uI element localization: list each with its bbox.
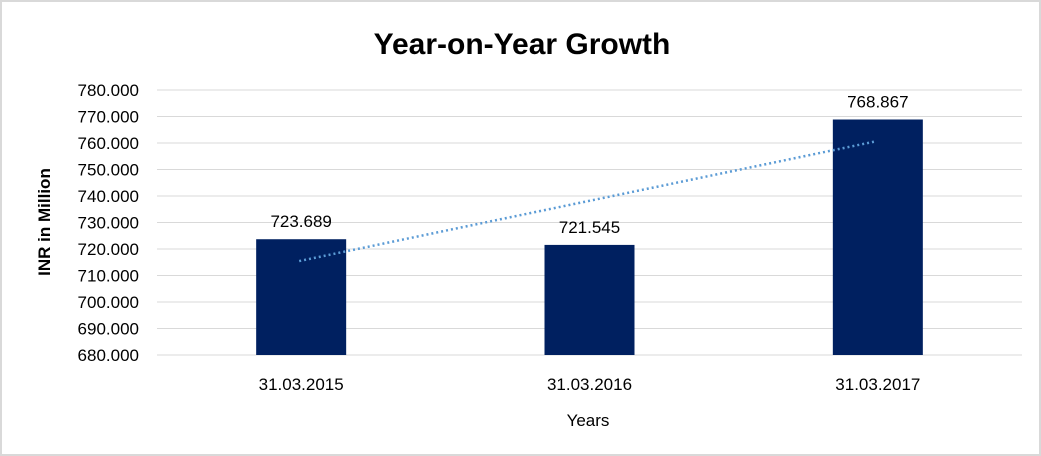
y-tick-label: 740.000 [78,187,139,206]
x-tick-label: 31.03.2017 [835,375,920,394]
x-tick-label: 31.03.2016 [547,375,632,394]
x-axis-label: Years [567,411,610,430]
y-tick-label: 680.000 [78,346,139,365]
y-tick-label: 710.000 [78,267,139,286]
data-label: 723.689 [270,212,331,231]
trendline [298,140,877,263]
bar [544,244,635,355]
data-label: 768.867 [847,93,908,112]
y-tick-label: 720.000 [78,240,139,259]
y-tick-label: 750.000 [78,161,139,180]
x-tick-label: 31.03.2015 [259,375,344,394]
y-tick-label: 700.000 [78,293,139,312]
y-tick-label: 690.000 [78,320,139,339]
bar [256,239,347,355]
y-tick-label: 730.000 [78,214,139,233]
y-axis-label: INR in Million [35,168,54,276]
chart-title: Year-on-Year Growth [374,28,671,61]
data-label: 721.545 [559,218,620,237]
y-tick-label: 770.000 [78,108,139,127]
bar [832,119,923,356]
y-tick-label: 780.000 [78,81,139,100]
y-tick-label: 760.000 [78,134,139,153]
